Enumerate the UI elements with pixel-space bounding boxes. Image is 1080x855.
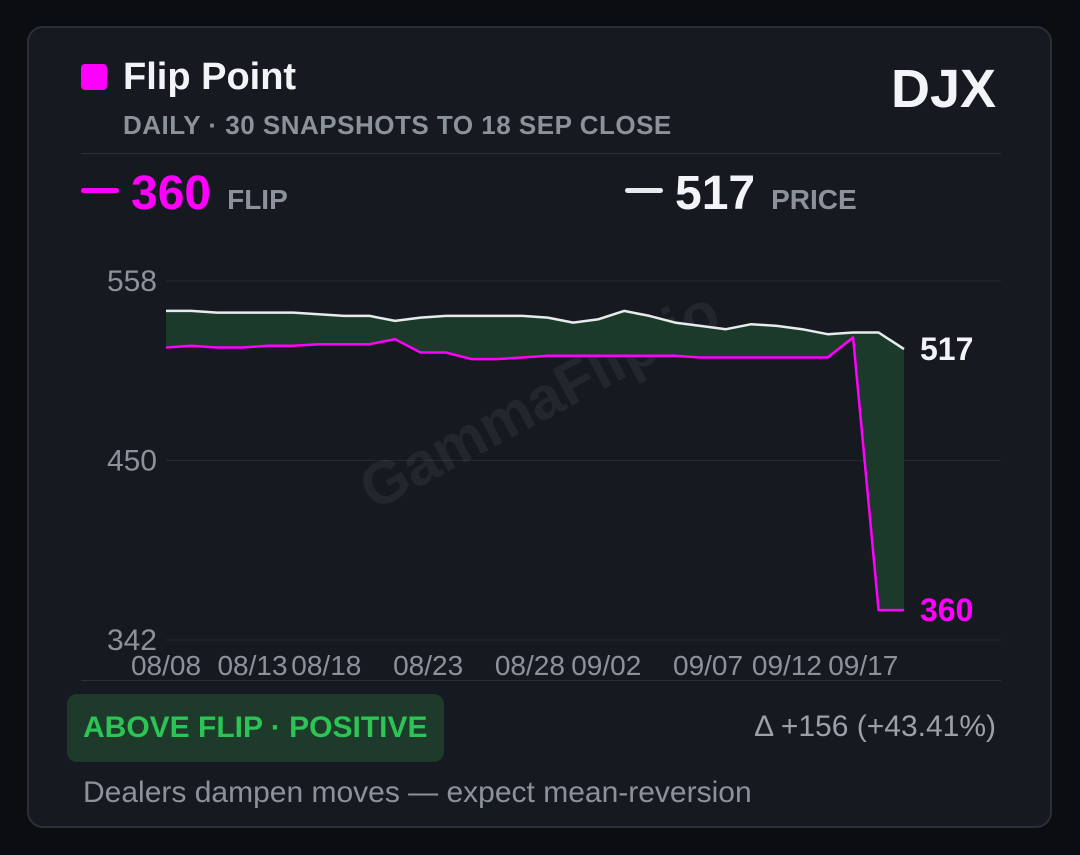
y-tick-label: 558 xyxy=(107,265,157,298)
price-series-line xyxy=(166,309,905,351)
x-tick-label: 09/12 xyxy=(752,650,822,681)
watermark: GammaFlip.io xyxy=(348,277,730,522)
x-tick-label: 09/02 xyxy=(571,650,641,681)
price-label: PRICE xyxy=(771,184,857,215)
flip-line-icon xyxy=(81,188,119,193)
flip-legend-swatch xyxy=(81,64,107,90)
regime-note: Dealers dampen moves — expect mean-rever… xyxy=(83,776,752,809)
flip-end-label: 360 xyxy=(920,592,973,628)
x-tick-label: 09/17 xyxy=(828,650,898,681)
regime-badge: ABOVE FLIP · POSITIVE xyxy=(67,694,444,762)
delta-readout: Δ +156 (+43.41%) xyxy=(754,710,996,743)
x-tick-label: 09/07 xyxy=(673,650,743,681)
card-subtitle: DAILY · 30 SNAPSHOTS TO 18 SEP CLOSE xyxy=(123,110,672,140)
flip-series-line xyxy=(165,336,904,612)
x-tick-label: 08/08 xyxy=(131,650,201,681)
flip-label: FLIP xyxy=(227,184,288,215)
ticker-symbol: DJX xyxy=(890,59,996,119)
y-tick-label: 450 xyxy=(107,445,157,478)
price-stat: 517 PRICE xyxy=(625,166,857,221)
price-value: 517 xyxy=(675,167,756,220)
x-tick-label: 08/28 xyxy=(495,650,565,681)
spread-area xyxy=(166,310,904,611)
flip-stat: 360 FLIP xyxy=(81,166,288,221)
x-tick-label: 08/13 xyxy=(217,650,287,681)
x-tick-label: 08/23 xyxy=(393,650,463,681)
price-line-icon xyxy=(625,188,663,193)
y-tick-label: 342 xyxy=(107,624,157,657)
flip-value: 360 xyxy=(131,167,212,220)
header-divider xyxy=(81,153,1001,154)
card-title: Flip Point xyxy=(123,56,297,98)
price-end-label: 517 xyxy=(920,331,973,367)
footer-divider xyxy=(81,680,1001,681)
x-tick-label: 08/18 xyxy=(291,650,361,681)
flip-point-card: Flip Point DAILY · 30 SNAPSHOTS TO 18 SE… xyxy=(27,26,1052,828)
